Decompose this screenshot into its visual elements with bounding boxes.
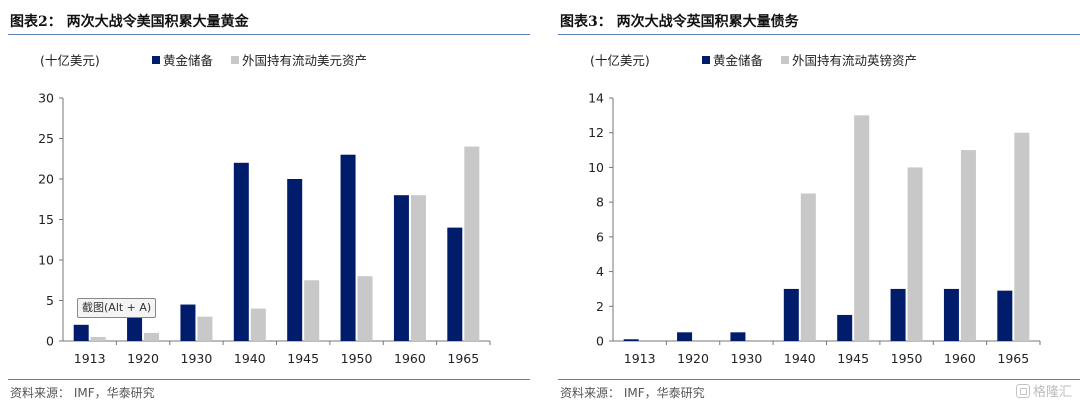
legend-label: 外国持有流动美元资产 bbox=[242, 53, 367, 68]
source-note: 资料来源： IMF，华泰研究 bbox=[10, 386, 155, 400]
legend-label: 外国持有流动英镑资产 bbox=[792, 53, 917, 68]
bar-series-1 bbox=[730, 332, 746, 341]
y-tick-label: 0 bbox=[46, 334, 54, 349]
bar-series-2 bbox=[960, 150, 976, 341]
bar-series-2 bbox=[250, 308, 266, 341]
x-tick-label: 1965 bbox=[447, 351, 479, 366]
y-tick-label: 4 bbox=[596, 264, 604, 279]
bar-series-1 bbox=[233, 162, 249, 341]
x-tick-label: 1945 bbox=[287, 351, 319, 366]
x-tick-label: 1965 bbox=[997, 351, 1029, 366]
bar-series-1 bbox=[180, 304, 196, 341]
x-tick-label: 1960 bbox=[944, 351, 976, 366]
bar-series-1 bbox=[837, 314, 853, 341]
x-tick-label: 1920 bbox=[677, 351, 709, 366]
gelonghui-logo-icon bbox=[1015, 383, 1030, 398]
bar-series-2 bbox=[197, 316, 213, 341]
legend-swatch bbox=[781, 56, 789, 64]
figure-panel-left: 图表2： 两次大战令美国积累大量黄金 (十亿美元) 黄金储备 外国持有流动美元资产 0… bbox=[0, 0, 530, 407]
y-tick-label: 20 bbox=[38, 172, 54, 187]
bar-series-2 bbox=[854, 115, 870, 341]
x-tick-label: 1913 bbox=[624, 351, 656, 366]
y-tick-label: 25 bbox=[38, 131, 54, 146]
gold-reserves-chart: (十亿美元) 黄金储备 外国持有流动美元资产 0 5 10 15 20 25 30 1913 1920… bbox=[38, 53, 491, 366]
x-tick-label: 1930 bbox=[731, 351, 763, 366]
figure-title: 图表3： 两次大战令英国积累大量债务 bbox=[560, 14, 799, 30]
bar-series-2 bbox=[304, 280, 320, 341]
x-tick-label: 1945 bbox=[837, 351, 869, 366]
bar-series-2 bbox=[144, 332, 160, 341]
bar-series-1 bbox=[943, 288, 959, 341]
figure-panel-right: 图表3： 两次大战令英国积累大量债务 (十亿美元) 黄金储备 外国持有流动英镑资产 0… bbox=[550, 0, 1080, 407]
x-tick-label: 1940 bbox=[234, 351, 266, 366]
bar-series-2 bbox=[907, 167, 923, 341]
bar-series-1 bbox=[340, 154, 356, 341]
bar-series-1 bbox=[623, 339, 639, 341]
y-tick-label: 8 bbox=[596, 195, 604, 210]
x-tick-label: 1940 bbox=[784, 351, 816, 366]
source-note: 资料来源： IMF，华泰研究 bbox=[560, 386, 705, 400]
legend-swatch bbox=[231, 56, 239, 64]
bar-series-1 bbox=[890, 288, 906, 341]
x-tick-label: 1960 bbox=[394, 351, 426, 366]
bar-series-1 bbox=[287, 179, 303, 341]
bar-series-2 bbox=[464, 146, 480, 341]
unit-label: (十亿美元) bbox=[40, 53, 100, 68]
bar-series-1 bbox=[127, 316, 143, 341]
legend-label: 黄金储备 bbox=[163, 53, 214, 68]
y-tick-label: 15 bbox=[38, 212, 54, 227]
source-divider bbox=[558, 379, 1080, 380]
bar-series-2 bbox=[410, 195, 426, 341]
y-tick-label: 10 bbox=[588, 160, 604, 175]
bar-series-1 bbox=[677, 332, 693, 341]
legend-swatch bbox=[702, 56, 710, 64]
x-tick-label: 1913 bbox=[74, 351, 106, 366]
y-tick-label: 14 bbox=[588, 91, 604, 106]
legend-label: 黄金储备 bbox=[713, 53, 764, 68]
y-tick-label: 5 bbox=[46, 293, 54, 308]
y-tick-label: 30 bbox=[38, 91, 54, 106]
title-divider bbox=[8, 34, 530, 35]
y-tick-label: 12 bbox=[588, 125, 604, 140]
bar-series-1 bbox=[783, 288, 799, 341]
bar-series-1 bbox=[73, 324, 89, 341]
y-tick-label: 2 bbox=[596, 299, 604, 314]
unit-label: (十亿美元) bbox=[590, 53, 650, 68]
bar-series-2 bbox=[357, 276, 373, 341]
y-tick-label: 6 bbox=[596, 229, 604, 244]
y-tick-label: 0 bbox=[596, 334, 604, 349]
source-divider bbox=[8, 379, 530, 380]
bar-series-2 bbox=[800, 193, 816, 341]
bar-series-2 bbox=[90, 336, 106, 341]
y-tick-label: 10 bbox=[38, 253, 54, 268]
figure-title: 图表2： 两次大战令美国积累大量黄金 bbox=[10, 14, 249, 30]
watermark-text: 格隆汇 bbox=[1032, 385, 1072, 400]
screenshot-tooltip: 截图(Alt + A) bbox=[77, 298, 157, 318]
bar-series-1 bbox=[997, 290, 1013, 341]
legend-swatch bbox=[152, 56, 160, 64]
x-tick-label: 1950 bbox=[891, 351, 923, 366]
title-divider bbox=[558, 34, 1080, 35]
bar-series-2 bbox=[1014, 132, 1030, 341]
bar-series-1 bbox=[393, 195, 409, 341]
x-tick-label: 1950 bbox=[341, 351, 373, 366]
uk-debt-chart: (十亿美元) 黄金储备 外国持有流动英镑资产 0 2 4 6 8 10 12 14 1913 1920 1… bbox=[588, 53, 1041, 366]
x-tick-label: 1920 bbox=[127, 351, 159, 366]
bar-series-1 bbox=[447, 227, 463, 341]
watermark: 格隆汇 bbox=[1015, 381, 1072, 400]
x-tick-label: 1930 bbox=[181, 351, 213, 366]
